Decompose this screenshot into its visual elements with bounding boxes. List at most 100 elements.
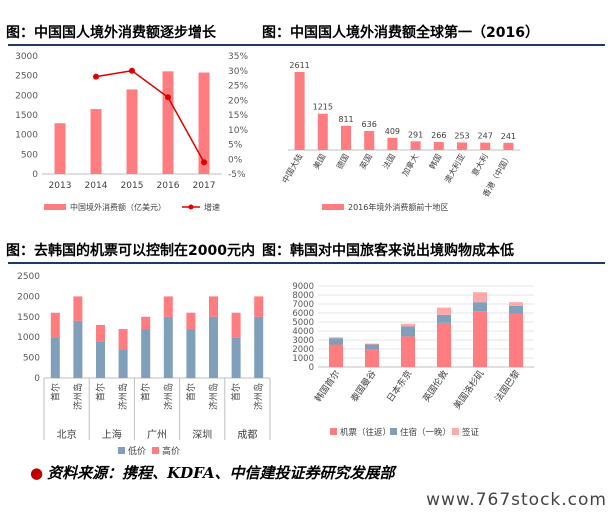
y2-tick-label: 0%: [228, 155, 243, 165]
bar-high-price: [118, 329, 128, 350]
legend-swatch: [330, 428, 337, 435]
x-tick-label: 首尔: [49, 383, 61, 401]
y-tick-label: 7000: [292, 300, 314, 310]
x-tick-label: 英国伦敦: [420, 368, 450, 404]
y-tick-label: 6000: [292, 309, 314, 319]
bar-high-price: [186, 312, 196, 330]
y-tick-label: 3000: [15, 52, 38, 62]
bar-high-price: [163, 296, 173, 317]
y-tick-label: 2000: [292, 345, 314, 355]
bar-low-price: [73, 320, 83, 378]
x-tick-label: 2013: [49, 181, 72, 191]
bar-visa: [329, 337, 343, 339]
x-tick-label: 首尔: [140, 383, 152, 401]
x-tick-label: 法国: [380, 152, 397, 171]
growth-point: [201, 159, 207, 166]
bar-visa: [401, 323, 415, 327]
y-tick-label: 0: [309, 363, 314, 373]
bar-high-price: [73, 296, 83, 321]
group-label: 北京: [57, 428, 77, 441]
bar-lodging: [329, 338, 343, 345]
growth-point: [93, 73, 99, 80]
bullet-icon: ●: [30, 464, 44, 482]
group-label: 广州: [147, 429, 167, 441]
legend-swatch: [390, 428, 397, 435]
x-tick-label: 泰国曼谷: [348, 368, 378, 404]
bar-low-price: [118, 349, 128, 378]
y-tick-label: 2000: [15, 91, 38, 101]
chart4-title: 图：韩国对中国旅客来说出境购物成本低: [262, 243, 514, 259]
x-tick-label: 法国巴黎: [492, 368, 522, 404]
bar-lodging: [509, 305, 523, 314]
legend-swatch: [452, 428, 459, 435]
watermark: www.767stock.com: [426, 490, 607, 510]
x-tick-label: 美国洛杉矶: [451, 368, 487, 412]
bar-airfare: [365, 349, 379, 367]
bar-high-price: [254, 296, 264, 317]
y-tick-label: 9000: [292, 282, 314, 292]
group-label: 深圳: [192, 429, 212, 441]
growth-line: [95, 69, 205, 163]
y-tick-label: 1000: [17, 333, 40, 343]
bar-lodging: [365, 344, 379, 349]
data-label: 2611: [289, 61, 309, 70]
y2-tick-label: -5%: [228, 170, 246, 180]
y2-tick-label: 10%: [228, 126, 248, 136]
legend-swatch-spending: [44, 204, 66, 210]
x-tick-label: 首尔: [230, 383, 242, 401]
bar-airfare: [509, 313, 523, 367]
chart1-title: 图：中国国人境外消费额逐步增长: [6, 25, 216, 41]
bar-visa: [437, 307, 451, 315]
data-label: 266: [431, 131, 446, 140]
y2-tick-label: 5%: [228, 141, 243, 151]
data-label: 291: [408, 130, 423, 139]
bar-region: [457, 142, 467, 150]
bar-low-price: [209, 316, 218, 378]
x-tick-label: 济州岛: [117, 383, 129, 410]
top-divider: [8, 44, 605, 46]
legend-swatch-region: [322, 204, 344, 210]
data-label: 409: [385, 127, 400, 136]
x-tick-label: 德国: [334, 152, 351, 171]
x-tick-label: 美国: [311, 152, 328, 171]
x-tick-label: 济州岛: [72, 383, 84, 410]
x-tick-label: 济州岛: [253, 383, 265, 410]
bar-region: [294, 72, 305, 150]
bar-spending: [162, 71, 174, 174]
legend-label-growth: 增速: [204, 202, 220, 212]
y-tick-label: 2500: [15, 72, 38, 82]
data-label: 247: [478, 132, 493, 141]
y-tick-label: 1000: [292, 354, 314, 364]
bar-region: [480, 142, 491, 150]
bar-lodging: [473, 302, 487, 312]
bar-region: [387, 137, 398, 150]
chart-top10-regions: 2611 中国大陆 1215 美国 811 德国 636 英国 409 法国 291 加拿大 266 韩国…: [280, 61, 520, 212]
y2-tick-label: 30%: [228, 67, 248, 77]
bar-region: [410, 141, 421, 150]
bar-high-price: [141, 316, 151, 330]
legend-swatch-low: [118, 447, 125, 454]
y2-tick-label: 15%: [228, 111, 248, 121]
group-label: 上海: [102, 428, 122, 441]
bar-visa: [473, 292, 487, 303]
chart-outbound-spending: 0 500 1000 1500 2000 2500 3000 -5% 0% 5% 10% 15% 20%…: [15, 52, 248, 212]
bar-low-price: [186, 329, 196, 378]
bar-spending: [54, 123, 66, 174]
data-label: 811: [338, 115, 353, 124]
y-tick-label: 500: [23, 354, 40, 364]
bar-lodging: [437, 314, 451, 323]
bar-high-price: [209, 296, 218, 317]
x-tick-label: 加拿大: [400, 152, 421, 178]
data-label: 1215: [313, 103, 333, 112]
x-tick-label: 济州岛: [162, 383, 174, 410]
y-tick-label: 1000: [15, 131, 38, 141]
data-label: 253: [454, 131, 469, 140]
bar-region: [433, 142, 444, 150]
bar-low-price: [254, 316, 264, 378]
y2-tick-label: 25%: [228, 82, 248, 92]
bar-spending: [198, 72, 210, 174]
x-tick-label: 2014: [85, 181, 108, 191]
legend-label-low: 低价: [128, 445, 146, 457]
legend-swatch-high: [152, 447, 159, 454]
